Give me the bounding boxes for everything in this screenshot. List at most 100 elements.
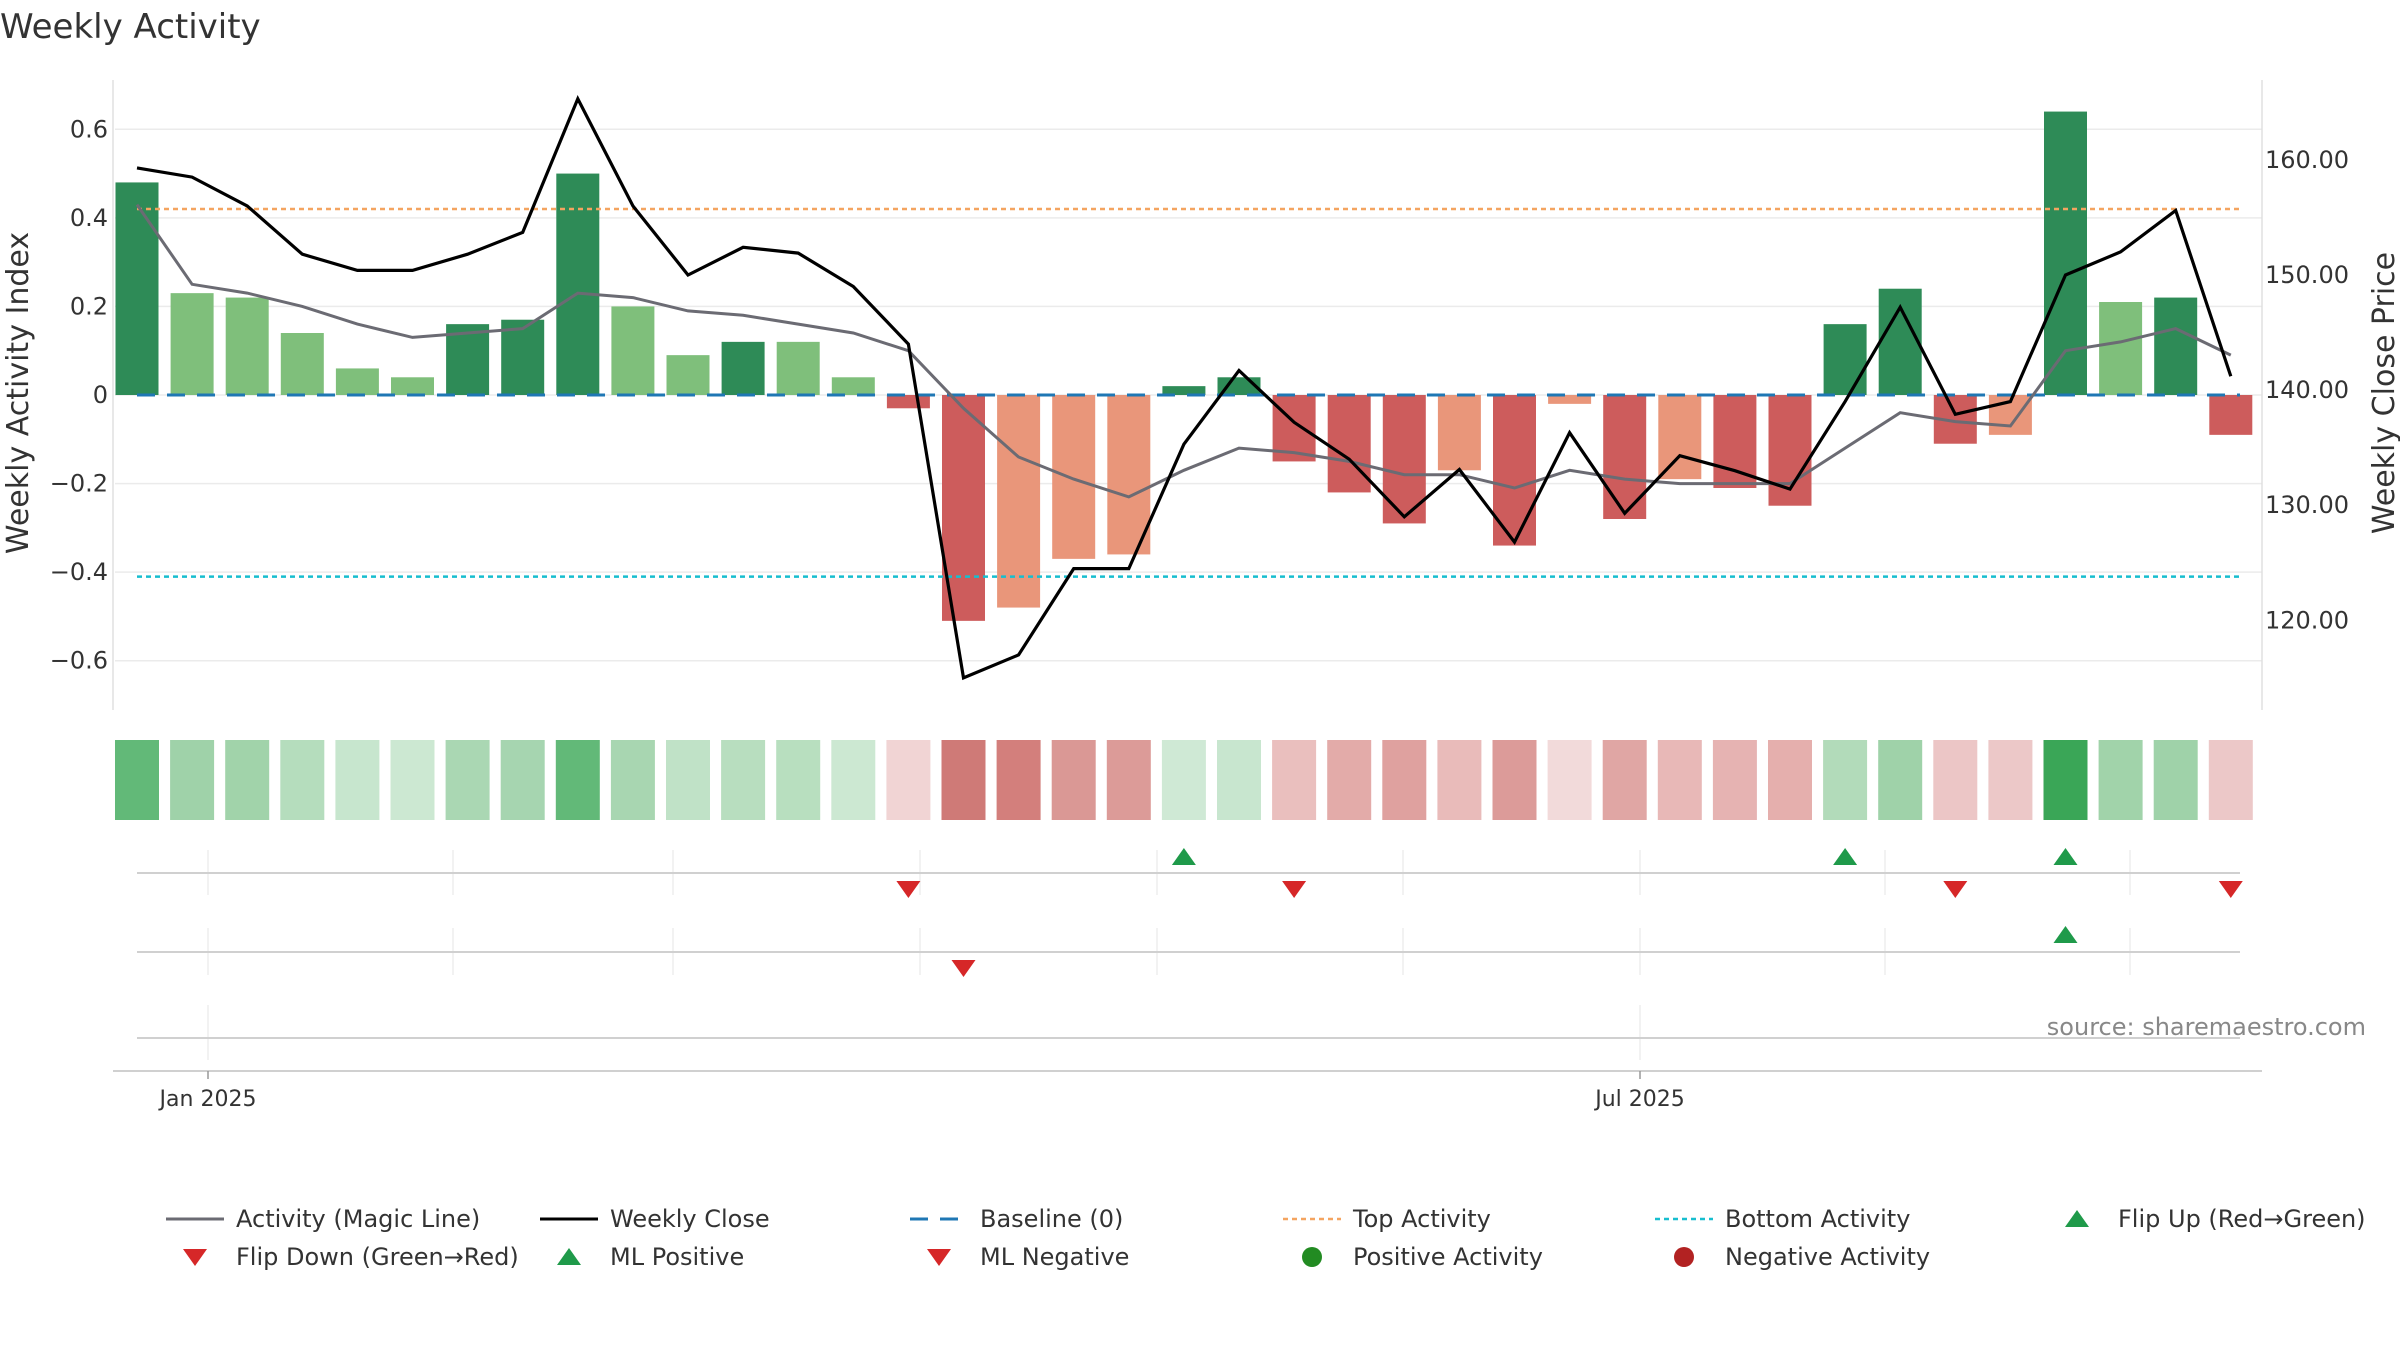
right-tick-label: 140.00 (2265, 376, 2349, 404)
activity-tile (335, 740, 380, 820)
activity-bar (391, 377, 434, 395)
activity-tile (2208, 740, 2253, 820)
right-tick-label: 160.00 (2265, 146, 2349, 174)
activity-bar (1107, 395, 1151, 555)
activity-bar (1437, 395, 1481, 471)
activity-bar (2154, 297, 2198, 395)
activity-tile (666, 740, 710, 820)
activity-tile (500, 740, 545, 820)
activity-tile (445, 740, 490, 820)
activity-tile (776, 740, 821, 820)
activity-tile (1933, 740, 1978, 820)
left-tick-label: 0.2 (70, 292, 108, 320)
activity-tile (2153, 740, 2198, 820)
x-tick-label: Jul 2025 (1593, 1087, 1685, 1112)
activity-bar (666, 355, 710, 395)
main-panel: 0.6 0.4 0.2 0 −0.2 −0.4 −0.6 160.00 150.00 140.00… (50, 80, 2349, 710)
activity-bar (1823, 324, 1867, 395)
activity-tile (555, 740, 600, 820)
activity-tile (1217, 740, 1261, 820)
x-tick-label: Jan 2025 (158, 1087, 257, 1112)
activity-tile (1602, 740, 1647, 820)
activity-bar (1548, 395, 1592, 404)
activity-bar (335, 368, 379, 395)
activity-bar (831, 377, 875, 395)
ml-positive-marker (2053, 926, 2078, 943)
right-tick-label: 130.00 (2265, 491, 2349, 519)
activity-tile (610, 740, 655, 820)
legend-triangle-down-icon (183, 1249, 207, 1266)
activity-tile (1492, 740, 1537, 820)
legend-item: Weekly Close (540, 1205, 770, 1233)
legend-item: Baseline (0) (910, 1205, 1123, 1233)
activity-bar (501, 319, 545, 395)
activity-bar (1658, 395, 1702, 480)
activity-tile (2098, 740, 2143, 820)
activity-tile (831, 740, 876, 820)
activity-tile (886, 740, 931, 820)
activity-tile (1161, 740, 1206, 820)
activity-tile (1768, 740, 1812, 820)
left-tick-label: 0.6 (70, 115, 108, 143)
activity-tile (115, 740, 159, 820)
legend-item: Flip Up (Red→Green) (2065, 1205, 2366, 1233)
activity-tile (1051, 740, 1096, 820)
activity-bar (280, 333, 324, 395)
activity-bar (1493, 395, 1536, 546)
activity-tile (721, 740, 766, 820)
activity-bar (2099, 302, 2143, 395)
activity-tile (1657, 740, 1702, 820)
activity-tile (1878, 740, 1923, 820)
weekly-close-line (136, 94, 2233, 681)
activity-bar (721, 341, 765, 395)
left-tick-label: −0.6 (50, 647, 108, 675)
legend-item: Flip Down (Green→Red) (183, 1243, 519, 1271)
legend-label: Positive Activity (1353, 1243, 1543, 1271)
activity-tiles (115, 740, 2253, 820)
left-tick-label: 0.4 (70, 204, 108, 232)
activity-bar (1052, 395, 1096, 559)
legend-circle-icon (1302, 1247, 1322, 1267)
activity-tile (1437, 740, 1482, 820)
legend-label: Weekly Close (610, 1205, 770, 1233)
legend: Activity (Magic Line) Weekly Close Baselin… (166, 1205, 2366, 1271)
activity-bar (1713, 395, 1757, 488)
right-axis-label: Weekly Close Price (2367, 252, 2400, 534)
activity-tile (170, 740, 215, 820)
legend-label: Baseline (0) (980, 1205, 1123, 1233)
legend-label: Top Activity (1352, 1205, 1491, 1233)
right-tick-label: 120.00 (2265, 606, 2349, 634)
flip-down-marker (1943, 881, 1968, 898)
x-axis: Jan 2025 Jul 2025 (113, 1005, 2262, 1112)
activity-tile (1988, 740, 2033, 820)
flip-up-marker (2053, 848, 2078, 865)
left-axis-label: Weekly Activity Index (1, 232, 36, 554)
legend-triangle-up-icon (557, 1248, 581, 1265)
flip-down-marker (2218, 881, 2243, 898)
activity-tile (225, 740, 270, 820)
legend-item: Negative Activity (1674, 1243, 1930, 1271)
magic-line (135, 203, 2232, 499)
activity-bar (997, 395, 1041, 608)
activity-tile (996, 740, 1041, 820)
ml-negative-marker (951, 960, 976, 977)
flip-down-marker (896, 881, 921, 898)
left-tick-label: −0.2 (50, 470, 108, 498)
legend-item: Bottom Activity (1655, 1205, 1910, 1233)
chart-title: Weekly Activity (0, 7, 261, 47)
activity-tile (1106, 740, 1151, 820)
legend-label: ML Positive (610, 1243, 744, 1271)
activity-tile (1547, 740, 1592, 820)
legend-label: ML Negative (980, 1243, 1129, 1271)
activity-bar (2209, 395, 2253, 435)
activity-tile (2043, 740, 2088, 820)
activity-bar (886, 395, 930, 409)
legend-label: Negative Activity (1725, 1243, 1930, 1271)
legend-circle-icon (1674, 1247, 1694, 1267)
activity-tile (1823, 740, 1868, 820)
activity-tile (390, 740, 435, 820)
legend-item: Activity (Magic Line) (166, 1205, 480, 1233)
activity-tile (280, 740, 325, 820)
legend-triangle-down-icon (927, 1249, 951, 1266)
